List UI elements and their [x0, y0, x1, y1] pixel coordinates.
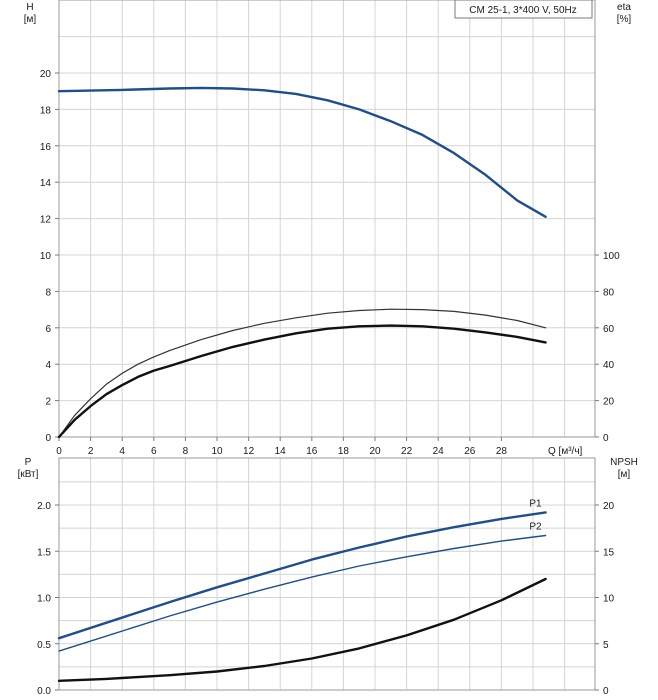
power-npsh-series: P1 P2 — [57, 498, 547, 682]
power-tick-label: 1.5 — [37, 547, 51, 558]
npsh-tick-label: 10 — [603, 594, 615, 605]
power-tick-label: 1.0 — [37, 594, 51, 605]
power-npsh-plot-frame — [58, 457, 596, 691]
power-axis-ticks: 0.0 0.5 1.0 1.5 2.0 — [37, 501, 59, 697]
flow-tick-label: 24 — [433, 446, 445, 457]
head-tick-label: 18 — [40, 105, 52, 116]
flow-tick-label: 2 — [88, 446, 94, 457]
series-label-p2: P2 — [529, 522, 542, 533]
flow-tick-label: 18 — [338, 446, 350, 457]
flow-axis-label: Q [м³/ч] — [548, 446, 583, 457]
npsh-curve — [57, 577, 547, 682]
series-label-p1: P1 — [529, 498, 542, 509]
head-axis-ticks: 0 2 4 6 8 10 12 14 16 18 20 — [40, 69, 59, 444]
flow-tick-label: 16 — [306, 446, 318, 457]
p1-power-curve — [57, 511, 547, 640]
npsh-axis-label: NPSH — [610, 457, 638, 468]
flow-tick-label: 14 — [275, 446, 287, 457]
efficiency-tick-label: 0 — [603, 433, 609, 444]
head-axis-unit: [м] — [24, 14, 37, 25]
efficiency-curve — [58, 308, 547, 438]
npsh-axis-ticks: 0 5 10 15 20 — [595, 501, 615, 697]
efficiency-axis-unit: [%] — [617, 14, 632, 25]
flow-tick-label: 20 — [369, 446, 381, 457]
power-tick-label: 2.0 — [37, 501, 51, 512]
efficiency-axis-label: eta — [617, 2, 631, 13]
npsh-tick-label: 15 — [603, 547, 615, 558]
head-tick-label: 12 — [40, 215, 52, 226]
flow-tick-label: 28 — [496, 446, 508, 457]
head-efficiency-series — [57, 86, 547, 439]
flow-tick-label: 12 — [243, 446, 255, 457]
chart-title: CM 25-1, 3*400 V, 50Hz — [469, 5, 576, 16]
flow-tick-label: 4 — [119, 446, 125, 457]
power-axis-unit: [кВт] — [18, 469, 39, 480]
npsh-tick-label: 20 — [603, 501, 615, 512]
flow-axis-ticks: 0 2 4 6 8 10 12 14 16 18 20 22 24 26 28 — [56, 437, 507, 457]
power-tick-label: 0.5 — [37, 640, 51, 651]
flow-tick-label: 0 — [56, 446, 62, 457]
efficiency-axis-ticks: 0 20 40 60 80 100 — [595, 251, 620, 444]
head-tick-label: 10 — [40, 251, 52, 262]
power-axis-label: P — [25, 457, 32, 468]
flow-tick-label: 26 — [464, 446, 476, 457]
head-curve — [57, 86, 547, 219]
p2-power-curve — [58, 534, 547, 652]
head-tick-label: 2 — [45, 397, 51, 408]
power-npsh-panel: 0.0 0.5 1.0 1.5 2.0 0 5 10 15 20 P1 P2 P [кВт] NP… — [18, 457, 638, 697]
npsh-axis-unit: [м] — [618, 469, 631, 480]
head-tick-label: 4 — [45, 360, 51, 371]
head-tick-label: 6 — [45, 324, 51, 335]
head-tick-label: 8 — [45, 287, 51, 298]
chart-title-box — [454, 0, 593, 19]
efficiency-tick-label: 20 — [603, 397, 615, 408]
npsh-tick-label: 0 — [603, 686, 609, 697]
efficiency-tick-label: 100 — [603, 251, 620, 262]
head-axis-label: H — [26, 2, 33, 13]
efficiency-tick-label: 40 — [603, 360, 615, 371]
flow-tick-label: 8 — [183, 446, 189, 457]
efficiency-tick-label: 60 — [603, 324, 615, 335]
power-tick-label: 0.0 — [37, 686, 51, 697]
flow-tick-label: 6 — [151, 446, 157, 457]
head-tick-label: 16 — [40, 142, 52, 153]
efficiency-curve-bold — [57, 324, 547, 439]
efficiency-tick-label: 80 — [603, 287, 615, 298]
flow-tick-label: 10 — [211, 446, 223, 457]
head-efficiency-grid — [58, 0, 595, 438]
head-tick-label: 14 — [40, 178, 52, 189]
npsh-tick-label: 5 — [603, 640, 609, 651]
head-tick-label: 20 — [40, 69, 52, 80]
flow-tick-label: 22 — [401, 446, 413, 457]
head-tick-label: 0 — [45, 433, 51, 444]
